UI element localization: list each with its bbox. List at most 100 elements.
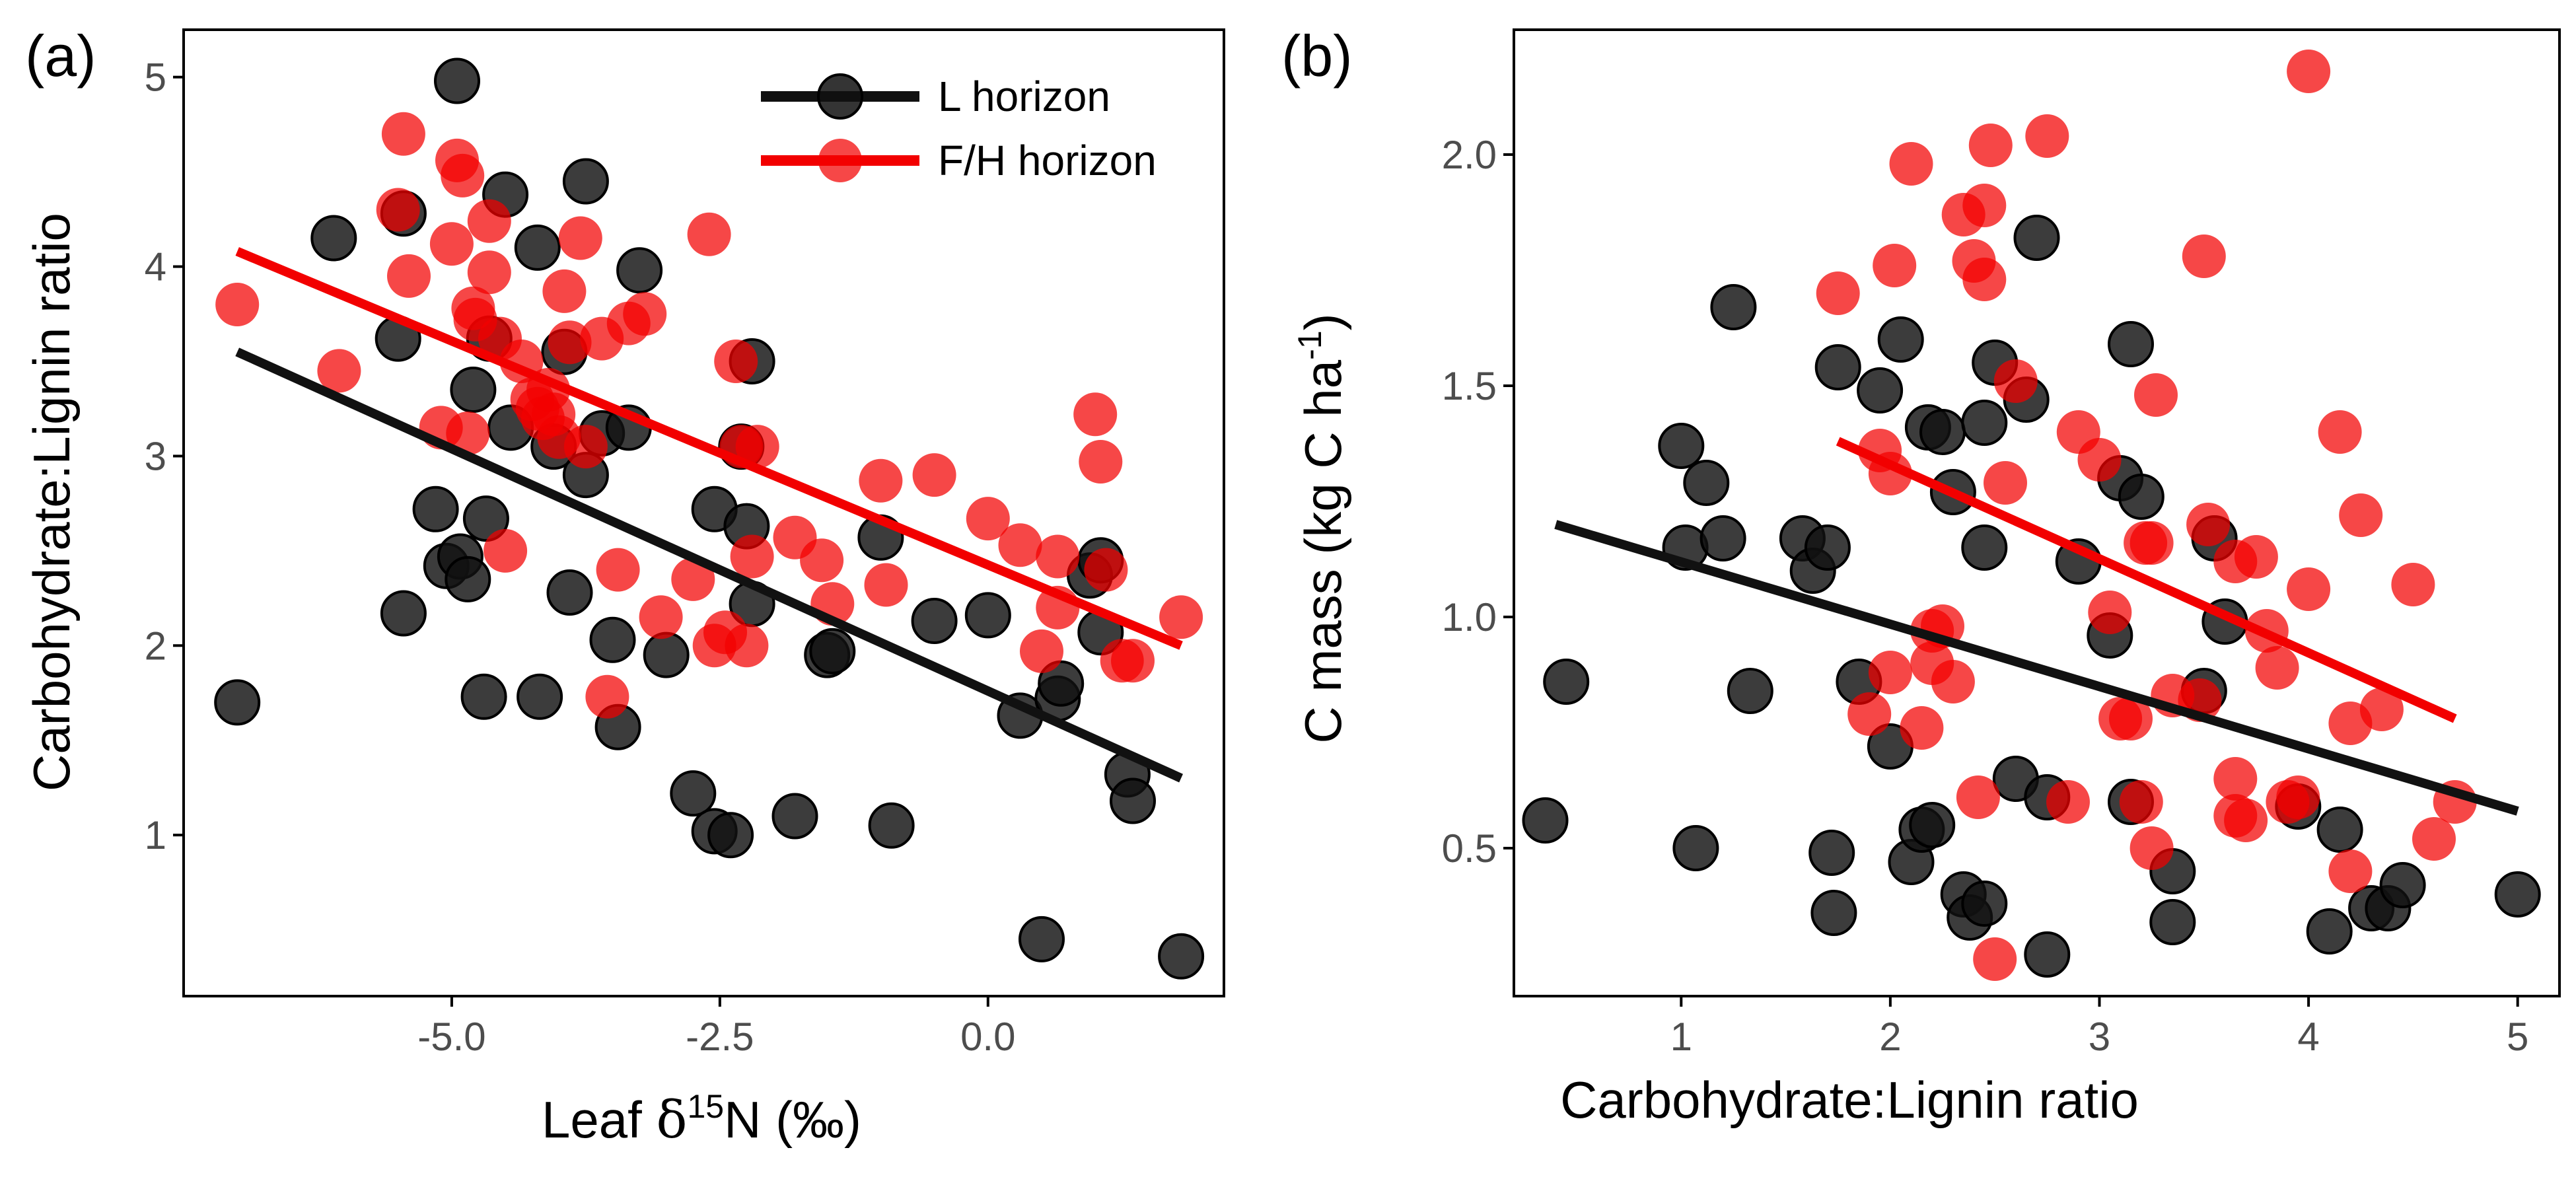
point-l-horizon: [1814, 344, 1861, 390]
point-l-horizon: [310, 215, 357, 262]
point-fh-horizon: [446, 412, 490, 455]
point-fh-horizon: [1962, 258, 2007, 301]
panel-b-x-ticks: 1 2 3 4 5: [1670, 996, 2528, 1059]
point-l-horizon: [1919, 409, 1966, 455]
x-tick-label: 1: [1670, 1015, 1692, 1059]
point-fh-horizon: [2129, 521, 2174, 565]
y-tick-label: 2: [145, 624, 166, 668]
point-fh-horizon: [1079, 440, 1123, 484]
point-fh-horizon: [2088, 591, 2132, 634]
point-l-horizon: [450, 367, 497, 413]
panel-a-x-axis-title: Leaf δ15N (‰): [542, 1088, 861, 1150]
point-l-horizon: [1110, 777, 1156, 824]
point-fh-horizon: [558, 216, 602, 260]
legend-swatch-marker-fh: [818, 139, 862, 182]
panel-b: (b) C mass (kg C ha-1) Carbohydrate:Lign…: [1281, 23, 2561, 1129]
point-fh-horizon: [998, 523, 1042, 567]
point-fh-horizon: [912, 453, 956, 497]
point-fh-horizon: [429, 222, 474, 266]
point-l-horizon: [460, 673, 507, 720]
point-l-horizon: [2108, 321, 2154, 367]
point-l-horizon: [2149, 899, 2196, 945]
point-fh-horizon: [596, 548, 640, 592]
point-fh-horizon: [1900, 706, 1944, 750]
point-fh-horizon: [639, 595, 683, 639]
point-fh-horizon: [2391, 563, 2435, 606]
point-fh-horizon: [730, 534, 774, 579]
point-fh-horizon: [2046, 780, 2090, 824]
point-fh-horizon: [2359, 688, 2404, 731]
point-l-horizon: [546, 569, 593, 616]
point-fh-horizon: [1073, 392, 1118, 437]
point-l-horizon: [707, 812, 754, 859]
point-l-horizon: [562, 158, 609, 205]
point-fh-horizon: [687, 212, 731, 256]
point-fh-horizon: [2224, 799, 2268, 842]
panel-a-frame: [182, 28, 1225, 997]
point-l-horizon: [1808, 830, 1855, 876]
series-l-horizon: [1522, 215, 2541, 978]
point-fh-horizon: [376, 188, 420, 232]
point-fh-horizon: [467, 250, 511, 295]
series-fh-horizon: [1816, 50, 2477, 981]
fit-line-l-horizon: [1554, 520, 2519, 816]
point-fh-horizon: [1993, 359, 2038, 403]
point-fh-horizon: [215, 283, 260, 326]
series-l-horizon: [214, 57, 1205, 980]
point-fh-horizon: [467, 199, 511, 243]
point-l-horizon: [2118, 474, 2165, 520]
point-fh-horizon: [441, 153, 485, 198]
point-fh-horizon: [725, 624, 769, 668]
point-fh-horizon: [2213, 757, 2258, 801]
point-l-horizon: [1522, 797, 1569, 844]
x-tick-label: 5: [2507, 1015, 2528, 1059]
legend-label-l-horizon: L horizon: [938, 73, 1110, 120]
point-l-horizon: [2379, 862, 2426, 908]
panel-a-y-axis-title: Carbohydrate:Lignin ratio: [22, 213, 81, 791]
x-tick-label: 3: [2089, 1015, 2110, 1059]
point-fh-horizon: [381, 112, 425, 156]
fit-line-fh-horizon: [235, 247, 1183, 650]
point-fh-horizon: [2025, 114, 2069, 158]
point-fh-horizon: [2134, 373, 2178, 417]
panel-b-frame: [1513, 28, 2561, 997]
fit-line-l-horizon: [235, 347, 1183, 783]
panel-a-x-ticks: -5.0 -2.5 0.0: [417, 996, 1015, 1059]
point-l-horizon: [2024, 931, 2071, 978]
point-l-horizon: [1961, 881, 2008, 927]
point-l-horizon: [1699, 515, 1746, 561]
point-fh-horizon: [2234, 535, 2278, 579]
point-fh-horizon: [2129, 826, 2174, 870]
point-l-horizon: [1877, 316, 1924, 363]
point-fh-horizon: [317, 349, 361, 393]
point-l-horizon: [2013, 215, 2060, 261]
point-l-horizon: [1857, 367, 1904, 414]
point-fh-horizon: [387, 254, 431, 298]
point-l-horizon: [670, 770, 717, 817]
point-l-horizon: [1810, 890, 1857, 936]
panel-a: (a) Carbohydrate:Lignin ratio Leaf δ15N …: [22, 23, 1225, 1150]
point-fh-horizon: [2318, 410, 2362, 454]
legend-entry-fh-horizon: F/H horizon: [761, 137, 1157, 184]
point-l-horizon: [589, 616, 636, 663]
panel-b-y-ticks: 0.5 1.0 1.5 2.0: [1442, 133, 1514, 871]
point-fh-horizon: [542, 269, 587, 313]
point-fh-horizon: [2077, 438, 2122, 482]
point-fh-horizon: [1084, 548, 1128, 592]
point-fh-horizon: [966, 497, 1010, 541]
point-l-horizon: [1019, 916, 1065, 962]
point-l-horizon: [964, 592, 1011, 639]
y-tick-label: 1: [145, 813, 166, 857]
point-l-horizon: [771, 793, 818, 840]
point-l-horizon: [2316, 807, 2363, 853]
y-tick-label: 0.5: [1442, 826, 1497, 871]
point-fh-horizon: [1956, 775, 2000, 819]
point-l-horizon: [1038, 660, 1085, 707]
point-l-horizon: [2306, 908, 2353, 955]
point-l-horizon: [517, 673, 563, 720]
point-fh-horizon: [2328, 849, 2373, 893]
point-fh-horizon: [2276, 775, 2320, 819]
y-tick-label: 1.5: [1442, 364, 1497, 408]
point-fh-horizon: [714, 340, 758, 383]
panel-b-plot-area: [1522, 50, 2541, 981]
